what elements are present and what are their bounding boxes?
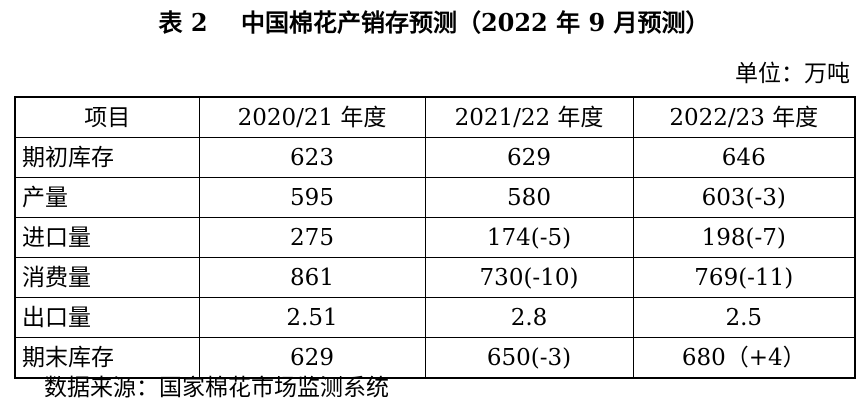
table-cell: 2.5 (632, 297, 856, 338)
cotton-forecast-table: 项目 2020/21 年度 2021/22 年度 2022/23 年度 期初库存… (14, 96, 856, 379)
row-label: 消费量 (14, 257, 200, 298)
row-label: 期末库存 (14, 337, 200, 379)
row-label: 进口量 (14, 217, 200, 258)
header-2021-22: 2021/22 年度 (424, 96, 634, 138)
row-label: 出口量 (14, 297, 200, 338)
table-cell: 646 (632, 137, 856, 178)
table-cell: 580 (424, 177, 634, 218)
table-row: 进口量 275 174(-5) 198(-7) (14, 217, 856, 258)
row-label: 期初库存 (14, 137, 200, 178)
table-cell: 174(-5) (424, 217, 634, 258)
table-row: 产量 595 580 603(-3) (14, 177, 856, 218)
table-cell: 680（+4） (632, 337, 856, 379)
table-row: 期初库存 623 629 646 (14, 137, 856, 178)
table-cell: 629 (198, 337, 426, 379)
table-cell: 861 (198, 257, 426, 298)
table-cell: 2.8 (424, 297, 634, 338)
header-2022-23: 2022/23 年度 (632, 96, 856, 138)
table-cell: 2.51 (198, 297, 426, 338)
table-row: 出口量 2.51 2.8 2.5 (14, 297, 856, 338)
table-cell: 730(-10) (424, 257, 634, 298)
data-source-note: 数据来源：国家棉花市场监测系统 (44, 375, 389, 401)
table-header-row: 项目 2020/21 年度 2021/22 年度 2022/23 年度 (14, 96, 856, 138)
table-cell: 198(-7) (632, 217, 856, 258)
header-item: 项目 (14, 96, 200, 138)
table-cell: 769(-11) (632, 257, 856, 298)
table-row: 消费量 861 730(-10) 769(-11) (14, 257, 856, 298)
table-cell: 595 (198, 177, 426, 218)
row-label: 产量 (14, 177, 200, 218)
header-2020-21: 2020/21 年度 (198, 96, 426, 138)
table-cell: 275 (198, 217, 426, 258)
table-cell: 603(-3) (632, 177, 856, 218)
table-cell: 623 (198, 137, 426, 178)
unit-label: 单位：万吨 (735, 61, 850, 87)
table-row: 期末库存 629 650(-3) 680（+4） (14, 337, 856, 379)
table-title: 表 2 中国棉花产销存预测（2022 年 9 月预测） (158, 8, 710, 37)
table-cell: 650(-3) (424, 337, 634, 379)
table-cell: 629 (424, 137, 634, 178)
